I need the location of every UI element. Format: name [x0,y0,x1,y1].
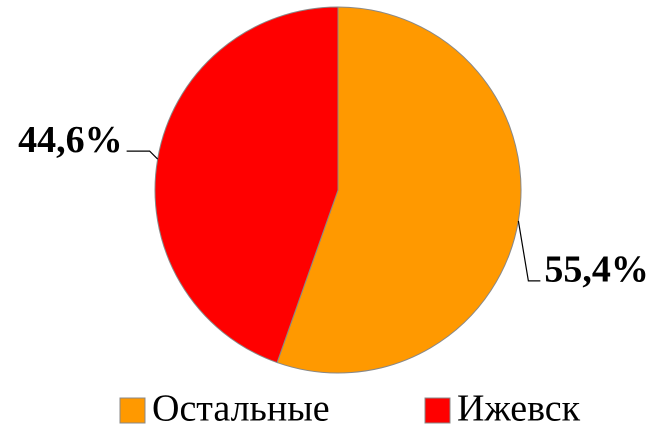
data-label: 55,4% [544,249,649,291]
leader-line [517,220,541,282]
legend-label: Ижевск [457,388,581,429]
pie-slice [154,6,339,364]
leader-line [126,150,159,160]
legend-swatch [424,397,451,424]
legend-swatch [119,397,146,424]
legend-label: Остальные [152,388,330,429]
data-label: 44,6% [18,119,123,161]
